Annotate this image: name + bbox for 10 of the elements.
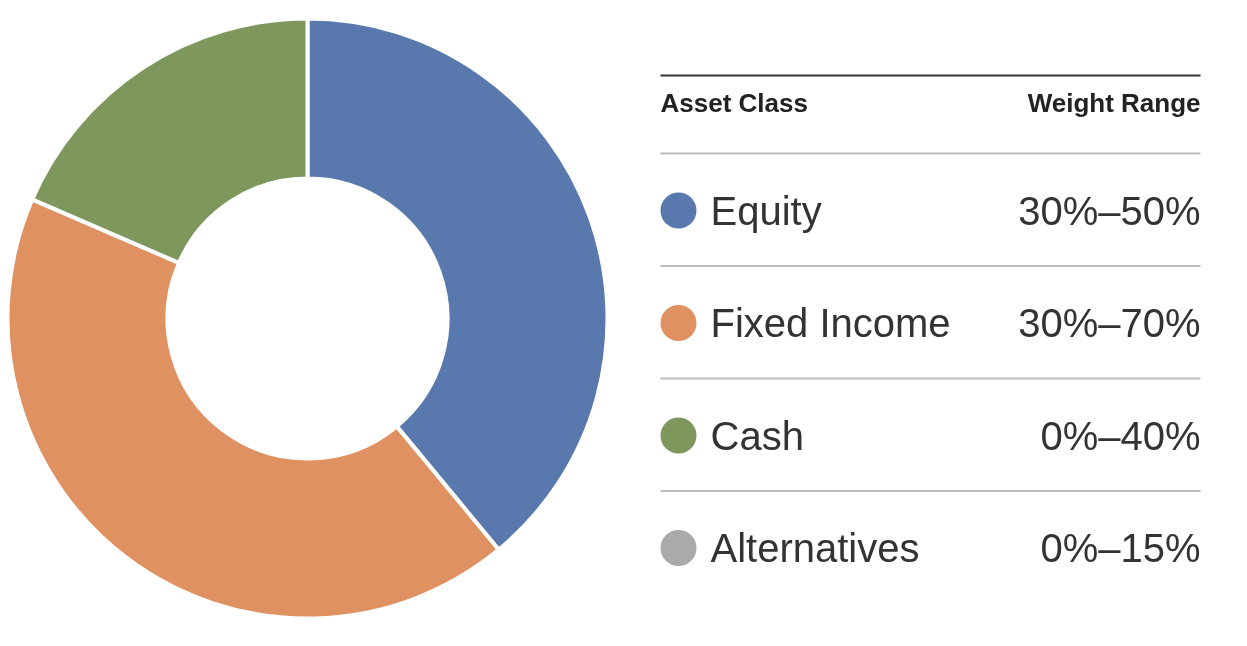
text: 0%–40% [1040, 413, 1201, 458]
text: 30%–70% [1018, 301, 1201, 345]
legend-label: Equity [710, 188, 822, 233]
text: Weight Range [1027, 87, 1201, 118]
legend-label: Cash [710, 413, 804, 458]
text: 0%–15% [1040, 526, 1201, 570]
text: 30%–50% [1018, 188, 1201, 233]
legend-label: Alternatives [710, 526, 920, 570]
legend-title: Asset Class [660, 87, 808, 118]
legend-label: Fixed Income [710, 301, 951, 345]
